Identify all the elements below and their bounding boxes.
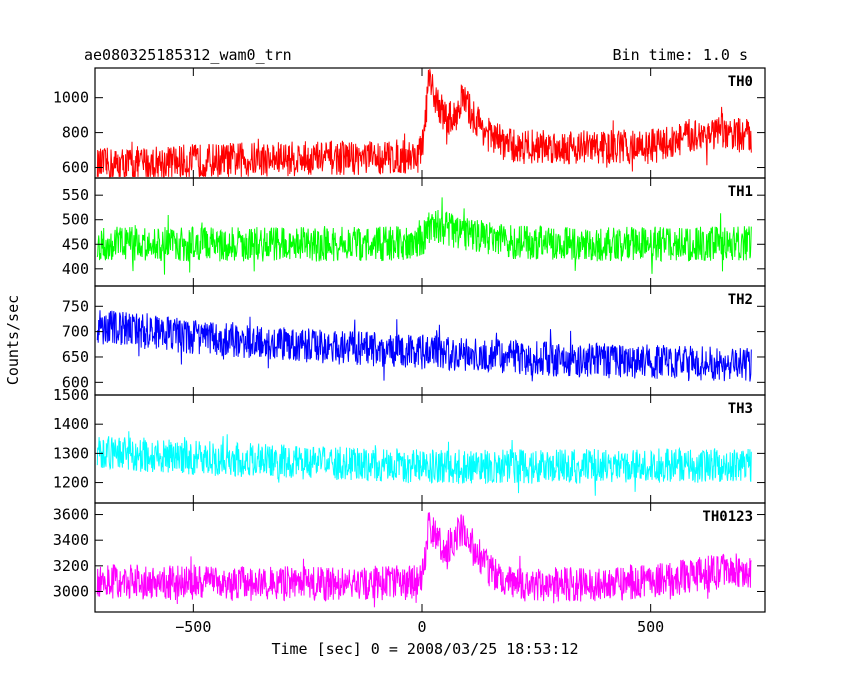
series-line-th3 [96,431,752,496]
series-label-th2: TH2 [728,292,753,308]
x-tick-label: 500 [637,618,664,636]
x-axis-label: Time [sec] 0 = 2008/03/25 18:53:12 [271,640,578,658]
y-tick-label: 3600 [53,506,89,524]
series-label-th0: TH0 [728,74,753,90]
series-line-th0 [96,69,752,178]
y-tick-label: 600 [62,159,89,177]
y-tick-label: 600 [62,373,89,391]
y-tick-label: 1500 [53,386,89,404]
y-tick-label: 650 [62,348,89,366]
x-tick-label: −500 [175,618,211,636]
panels: TH0 600 800 1000 TH1 400 450 500 550 TH2 600 650 700… [53,67,766,636]
y-tick-label: 700 [62,323,89,341]
series-line-th0123 [96,512,752,608]
y-tick-label: 1300 [53,444,89,462]
panel-frame-th2 [94,285,766,396]
chart-title-left: ae080325185312_wam0_trn [84,46,292,64]
series-line-th2 [96,310,752,382]
x-tick-label: 0 [417,618,426,636]
panel-frame-th0 [94,67,766,179]
y-tick-label: 3200 [53,557,89,575]
y-tick-label: 500 [62,211,89,229]
series-label-th1: TH1 [728,184,753,200]
y-tick-label: 3400 [53,531,89,549]
panel-frame-th0123 [94,502,766,613]
y-tick-label: 3000 [53,582,89,600]
chart-title-right: Bin time: 1.0 s [613,46,748,64]
y-axis-label: Counts/sec [4,295,22,385]
y-tick-label: 400 [62,260,89,278]
series-label-th0123: TH0123 [702,509,753,525]
y-tick-label: 750 [62,297,89,315]
series-line-th1 [96,197,752,275]
y-tick-label: 1000 [53,89,89,107]
y-tick-label: 550 [62,186,89,204]
series-label-th3: TH3 [728,401,753,417]
y-tick-label: 1200 [53,474,89,492]
y-tick-label: 800 [62,124,89,142]
y-tick-label: 1400 [53,415,89,433]
y-tick-label: 450 [62,235,89,253]
